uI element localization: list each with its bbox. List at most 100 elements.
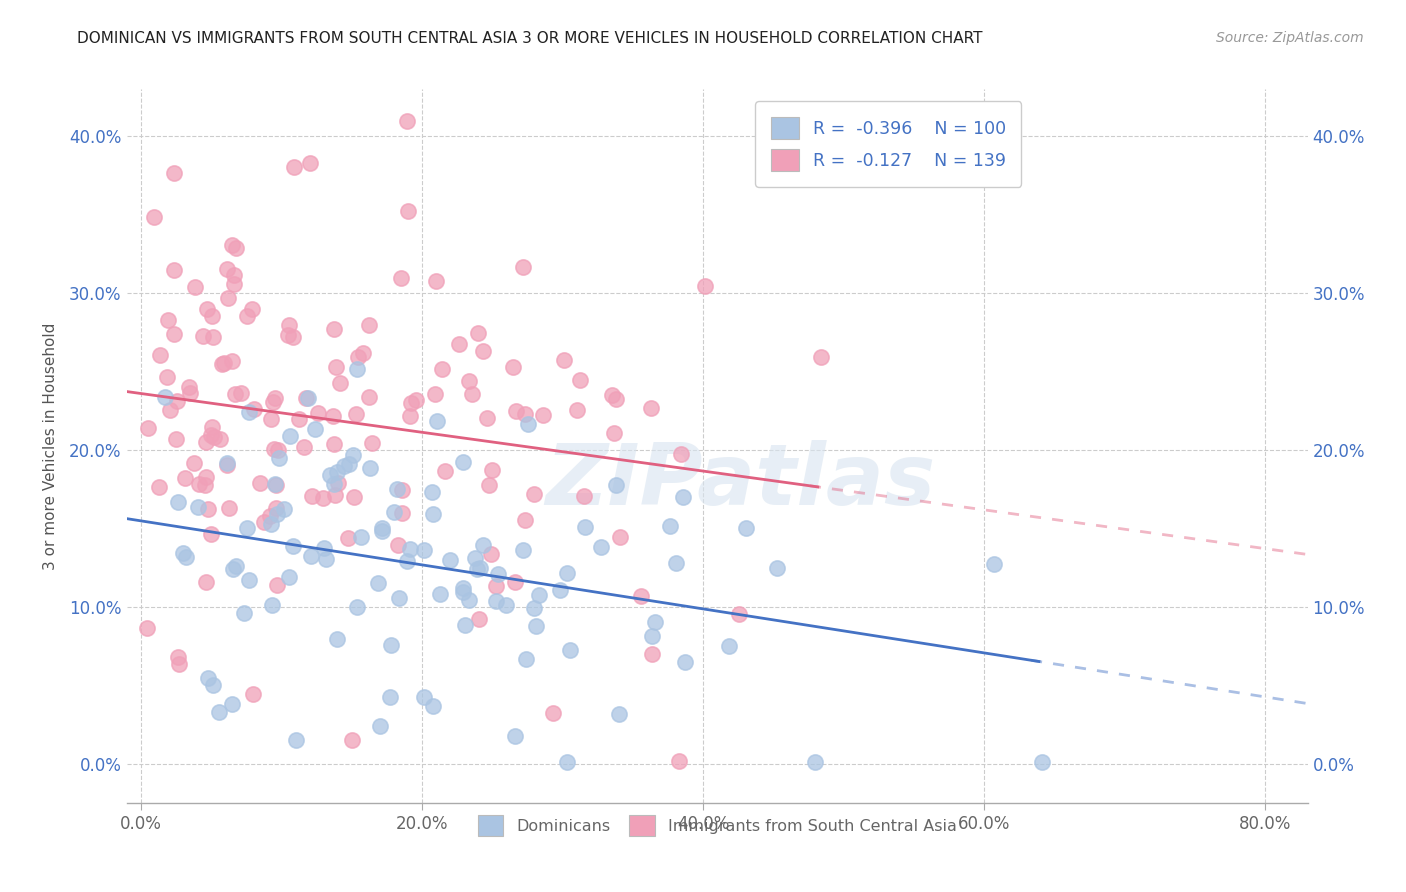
Point <box>513 513 536 527</box>
Point <box>295 391 318 405</box>
Point <box>426 414 449 428</box>
Point <box>174 470 197 484</box>
Point <box>242 687 264 701</box>
Point <box>574 520 596 534</box>
Point <box>464 551 486 566</box>
Point <box>396 203 419 218</box>
Point <box>238 405 260 419</box>
Point <box>281 329 304 343</box>
Point <box>457 592 479 607</box>
Point <box>804 755 827 769</box>
Point <box>481 463 503 477</box>
Point <box>194 478 217 492</box>
Text: Source: ZipAtlas.com: Source: ZipAtlas.com <box>1216 31 1364 45</box>
Point <box>465 562 488 576</box>
Point <box>221 698 243 712</box>
Point <box>478 478 501 492</box>
Point <box>292 440 315 454</box>
Point <box>215 262 238 277</box>
Point <box>163 263 186 277</box>
Point <box>322 409 344 423</box>
Point <box>148 480 170 494</box>
Point <box>266 578 288 592</box>
Point <box>630 589 652 603</box>
Point <box>541 706 564 720</box>
Point <box>208 706 231 720</box>
Point <box>665 556 688 570</box>
Point <box>380 690 402 704</box>
Point <box>502 359 524 374</box>
Point <box>222 562 245 576</box>
Point <box>136 421 159 435</box>
Point <box>467 612 489 626</box>
Point <box>136 621 159 635</box>
Point <box>215 458 238 472</box>
Point <box>671 490 693 504</box>
Point <box>159 403 181 417</box>
Point <box>326 632 349 646</box>
Point <box>264 477 287 491</box>
Point <box>233 607 256 621</box>
Point <box>299 549 322 563</box>
Point <box>422 699 444 714</box>
Point <box>202 430 225 444</box>
Point <box>385 482 408 496</box>
Point <box>367 576 389 591</box>
Point <box>323 488 346 502</box>
Point <box>288 412 311 426</box>
Point <box>167 650 190 665</box>
Point <box>569 373 592 387</box>
Point <box>343 490 366 504</box>
Point <box>284 732 307 747</box>
Point <box>283 160 305 174</box>
Point <box>572 489 595 503</box>
Point <box>319 468 342 483</box>
Point <box>187 500 209 514</box>
Point <box>252 516 274 530</box>
Point <box>505 404 527 418</box>
Point <box>557 755 579 769</box>
Point <box>200 527 222 541</box>
Point <box>143 210 166 224</box>
Point <box>298 156 321 170</box>
Point <box>221 354 243 368</box>
Point <box>412 542 434 557</box>
Point <box>326 476 349 491</box>
Point <box>565 403 588 417</box>
Point <box>195 574 218 589</box>
Point <box>399 409 422 423</box>
Point <box>315 552 337 566</box>
Point <box>605 392 627 406</box>
Point <box>468 561 491 575</box>
Point <box>589 540 612 554</box>
Point <box>399 542 422 557</box>
Point <box>396 113 419 128</box>
Point <box>434 464 457 478</box>
Point <box>156 369 179 384</box>
Point <box>658 519 681 533</box>
Point <box>337 457 360 471</box>
Point <box>201 419 224 434</box>
Point <box>461 387 484 401</box>
Point <box>360 435 382 450</box>
Point <box>184 280 207 294</box>
Point <box>277 318 299 333</box>
Point <box>505 729 527 743</box>
Point <box>401 396 423 410</box>
Point <box>342 448 364 462</box>
Point <box>609 530 631 544</box>
Point <box>304 422 326 436</box>
Point <box>314 541 336 556</box>
Point <box>425 274 447 288</box>
Point <box>344 408 367 422</box>
Point <box>297 392 319 406</box>
Point <box>183 456 205 470</box>
Point <box>200 309 222 323</box>
Point <box>718 639 741 653</box>
Point <box>277 570 299 584</box>
Point <box>810 350 832 364</box>
Point <box>311 491 333 506</box>
Point <box>197 501 219 516</box>
Point <box>267 450 290 465</box>
Point <box>1031 755 1053 769</box>
